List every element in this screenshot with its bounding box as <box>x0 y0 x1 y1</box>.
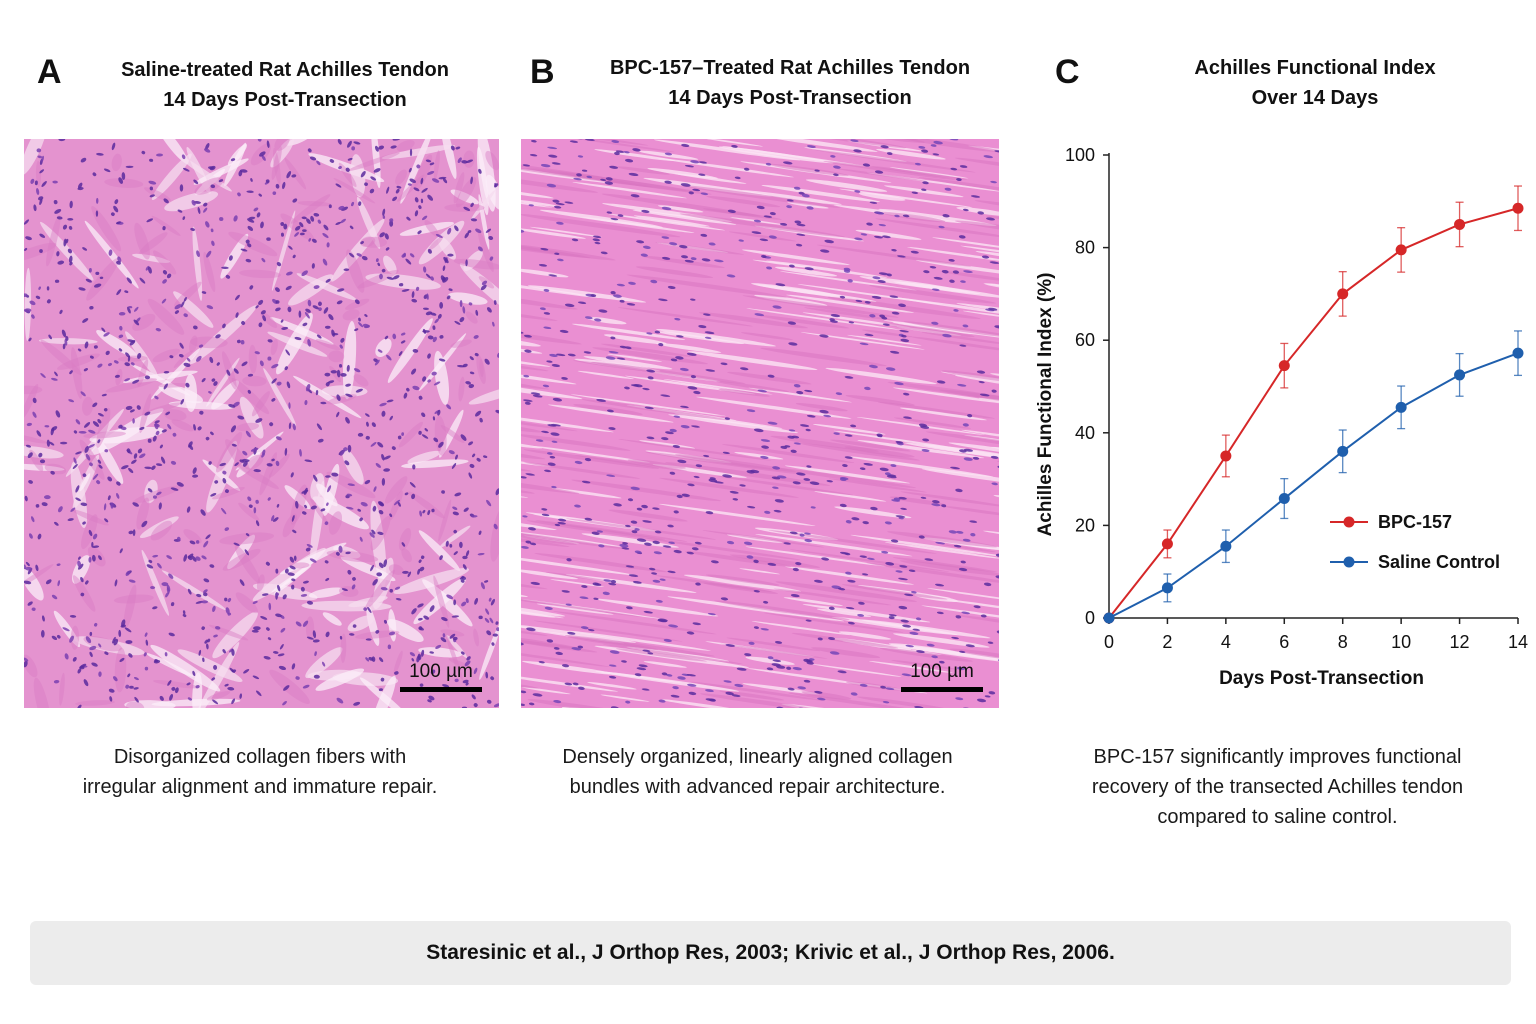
data-point <box>1395 244 1407 256</box>
panel-b-caption-line2: bundles with advanced repair architectur… <box>569 776 946 798</box>
panel-c-title: Achilles Functional Index Over 14 Days <box>1110 53 1520 113</box>
panel-a-caption: Disorganized collagen fibers with irregu… <box>40 742 480 802</box>
data-point <box>1161 582 1173 594</box>
scale-bar-a-label: 100 µm <box>409 661 473 682</box>
y-tick-label: 20 <box>1075 515 1095 535</box>
scale-bar-a: 100 µm <box>400 661 482 692</box>
data-point <box>1454 218 1466 230</box>
citation-text: Staresinic et al., J Orthop Res, 2003; K… <box>426 941 1115 964</box>
series-line-1 <box>1108 352 1519 619</box>
y-tick-label: 60 <box>1075 330 1095 350</box>
data-point <box>1161 538 1173 550</box>
legend-entry: BPC-157 <box>1330 512 1452 532</box>
data-point <box>1337 288 1349 300</box>
citation-footer: Staresinic et al., J Orthop Res, 2003; K… <box>30 921 1511 985</box>
y-tick-label: 0 <box>1085 608 1095 628</box>
data-point <box>1395 401 1407 413</box>
x-tick-label: 0 <box>1104 632 1114 652</box>
scale-bar-a-line <box>400 687 482 692</box>
micrograph-saline <box>24 139 499 708</box>
panel-b-title: BPC-157–Treated Rat Achilles Tendon 14 D… <box>580 53 1000 113</box>
legend-entry: Saline Control <box>1330 552 1500 572</box>
panel-c-caption-line2: recovery of the transected Achilles tend… <box>1091 776 1464 798</box>
y-axis-label: Achilles Functional Index (%) <box>1035 273 1056 537</box>
panel-a-caption-line1: Disorganized collagen fibers with <box>113 746 407 768</box>
panel-c-caption-line1: BPC-157 significantly improves functiona… <box>1093 746 1462 768</box>
panel-a-title-line1: Saline-treated Rat Achilles Tendon <box>121 59 449 81</box>
x-tick-label: 10 <box>1391 632 1411 652</box>
x-tick-label: 4 <box>1221 632 1231 652</box>
x-tick-label: 6 <box>1279 632 1289 652</box>
panel-c-title-line2: Over 14 Days <box>1251 87 1379 109</box>
panel-b-caption: Densely organized, linearly aligned coll… <box>530 742 985 802</box>
data-point <box>1512 202 1524 214</box>
y-tick-label: 80 <box>1075 238 1095 258</box>
data-point <box>1337 445 1349 457</box>
legend-label: BPC-157 <box>1378 512 1452 532</box>
panel-a-title: Saline-treated Rat Achilles Tendon 14 Da… <box>80 55 490 115</box>
micrograph-saline-image <box>24 139 499 708</box>
panel-c-caption-line3: compared to saline control. <box>1157 806 1398 828</box>
functional-index-chart: 0 20 40 60 80 100 0 2 4 6 8 10 12 14 Days Post-Transec… <box>1020 130 1536 710</box>
panel-a-title-line2: 14 Days Post-Transection <box>163 89 407 111</box>
panel-c-title-line1: Achilles Functional Index <box>1194 57 1436 79</box>
panel-c-letter: C <box>1055 53 1080 91</box>
functional-index-chart-svg: 0 20 40 60 80 100 0 2 4 6 8 10 12 14 Days Post-Transec… <box>1035 145 1528 689</box>
x-axis-label: Days Post-Transection <box>1219 668 1424 689</box>
panel-b-title-line2: 14 Days Post-Transection <box>668 87 912 109</box>
scale-bar-b: 100 µm <box>901 661 983 692</box>
panel-b-letter: B <box>530 53 555 91</box>
series-line-0 <box>1108 207 1519 619</box>
panel-a-letter: A <box>37 53 62 91</box>
panel-b-caption-line1: Densely organized, linearly aligned coll… <box>562 746 953 768</box>
x-tick-label: 8 <box>1338 632 1348 652</box>
scale-bar-b-label: 100 µm <box>910 661 974 682</box>
micrograph-bpc157-image <box>521 139 999 708</box>
panel-c-caption: BPC-157 significantly improves functiona… <box>1045 742 1510 832</box>
legend-label: Saline Control <box>1378 552 1500 572</box>
data-point <box>1220 450 1232 462</box>
panel-a-caption-line2: irregular alignment and immature repair. <box>82 776 438 798</box>
data-point <box>1278 360 1290 372</box>
y-tick-label: 40 <box>1075 423 1095 443</box>
x-tick-label: 14 <box>1508 632 1528 652</box>
data-point <box>1103 612 1115 624</box>
data-point <box>1220 540 1232 552</box>
micrograph-bpc157 <box>521 139 999 708</box>
y-tick-label: 100 <box>1065 145 1095 165</box>
x-tick-label: 2 <box>1162 632 1172 652</box>
scale-bar-b-line <box>901 687 983 692</box>
x-tick-label: 12 <box>1450 632 1470 652</box>
panel-b-title-line1: BPC-157–Treated Rat Achilles Tendon <box>609 57 971 79</box>
data-point <box>1278 493 1290 505</box>
data-point <box>1512 347 1524 359</box>
data-point <box>1454 369 1466 381</box>
